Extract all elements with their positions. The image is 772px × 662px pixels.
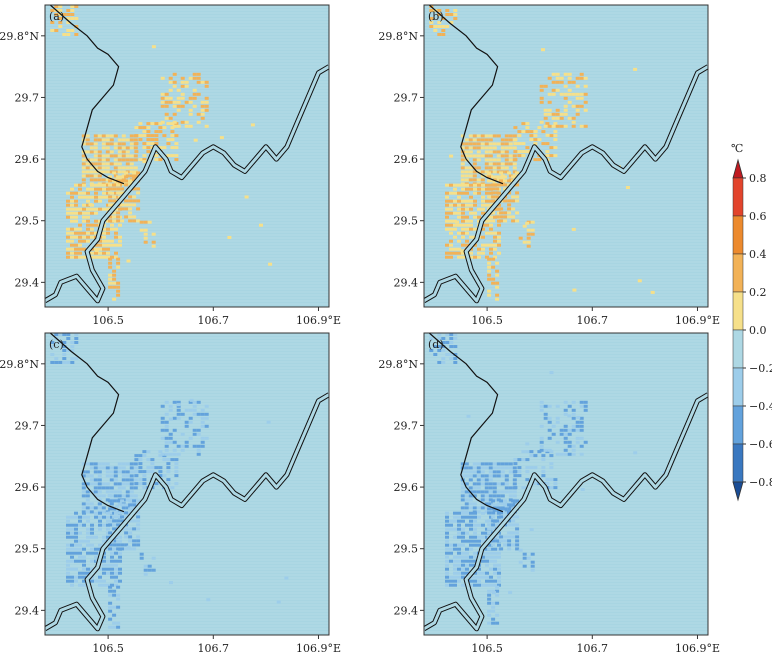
colorbar-tick-label: 0.8 xyxy=(749,172,767,185)
colorbar-tick-label: −0.4 xyxy=(749,400,772,413)
panel-frame xyxy=(44,332,330,636)
colorbar-tick-label: 0.4 xyxy=(749,248,767,261)
y-tick-label: 29.4 xyxy=(394,276,419,289)
y-tick-label: 29.8°N xyxy=(378,30,418,43)
colorbar-tick-label: −0.8 xyxy=(749,476,772,489)
x-tick-label: 106.7 xyxy=(577,642,609,655)
x-tick-label: 106.7 xyxy=(198,314,230,327)
x-tick-label: 106.5 xyxy=(92,642,124,655)
panels: (a) 106.5 106.7 106.9°E 29.4 29.5 29.6 29.7 29.8… xyxy=(0,4,720,655)
panel-label: (c) xyxy=(49,338,64,351)
x-tick-label: 106.9°E xyxy=(296,314,341,327)
panel-label: (b) xyxy=(428,10,444,23)
y-tick-label: 29.5 xyxy=(15,215,40,228)
boundary-line xyxy=(428,5,504,185)
panel-frame xyxy=(44,4,330,308)
colorbar-segment xyxy=(732,329,744,369)
y-tick-label: 29.6 xyxy=(15,481,40,494)
boundary-line xyxy=(49,5,125,185)
colorbar: ℃ 0.8 0.6 0.4 0.2 0.0 −0.2 −0.4 −0.6 −0.8 xyxy=(731,142,772,502)
x-tick-label: 106.9°E xyxy=(296,642,341,655)
y-tick-label: 29.8°N xyxy=(378,358,418,371)
y-tick-label: 29.7 xyxy=(394,419,419,432)
panel-frame xyxy=(423,4,709,308)
panel-label: (d) xyxy=(428,338,444,351)
colorbar-segment xyxy=(732,215,744,255)
y-tick-label: 29.8°N xyxy=(0,30,39,43)
x-tick-label: 106.9°E xyxy=(675,642,720,655)
colorbar-tick-label: 0.6 xyxy=(749,210,767,223)
panel-a: (a) 106.5 106.7 106.9°E 29.4 29.5 29.6 29.7 29.8… xyxy=(0,4,341,327)
colorbar-tick-label: −0.6 xyxy=(749,438,772,451)
y-tick-label: 29.6 xyxy=(15,153,40,166)
y-tick-label: 29.6 xyxy=(394,481,419,494)
colorbar-extend-bottom xyxy=(732,481,744,502)
colorbar-unit: ℃ xyxy=(731,142,743,155)
panel-d: (d) 106.5 106.7 106.9°E 29.4 29.5 29.6 29.7 29.8… xyxy=(378,332,720,655)
panel-b: (b) 106.5 106.7 106.9°E 29.4 29.5 29.6 29.7 29.8… xyxy=(378,4,720,327)
colorbar-tick-label: 0.2 xyxy=(749,286,767,299)
panel-c: (c) 106.5 106.7 106.9°E 29.4 29.5 29.6 29.7 29.8… xyxy=(0,332,341,655)
y-tick-label: 29.7 xyxy=(394,91,419,104)
boundary-line xyxy=(428,333,504,513)
y-tick-label: 29.8°N xyxy=(0,358,39,371)
colorbar-segment xyxy=(732,405,744,445)
colorbar-segment xyxy=(732,443,744,483)
y-tick-label: 29.5 xyxy=(394,215,419,228)
x-tick-label: 106.7 xyxy=(577,314,609,327)
x-tick-label: 106.7 xyxy=(198,642,230,655)
colorbar-segment xyxy=(732,291,744,331)
x-tick-label: 106.5 xyxy=(471,314,503,327)
y-tick-label: 29.7 xyxy=(15,91,40,104)
y-tick-label: 29.4 xyxy=(394,604,419,617)
y-tick-label: 29.7 xyxy=(15,419,40,432)
x-tick-label: 106.5 xyxy=(471,642,503,655)
y-tick-label: 29.4 xyxy=(15,276,40,289)
anomaly-cells xyxy=(429,5,655,301)
panel-frame xyxy=(423,332,709,636)
colorbar-segment xyxy=(732,367,744,407)
colorbar-tick-label: −0.2 xyxy=(749,362,772,375)
y-tick-label: 29.4 xyxy=(15,604,40,617)
anomaly-cells xyxy=(429,333,667,625)
y-tick-label: 29.5 xyxy=(394,543,419,556)
boundary-line xyxy=(49,333,125,513)
colorbar-tick-label: 0.0 xyxy=(749,324,767,337)
colorbar-segment xyxy=(732,253,744,293)
x-tick-label: 106.9°E xyxy=(675,314,720,327)
colorbar-extend-top xyxy=(732,158,744,179)
y-tick-label: 29.6 xyxy=(394,153,419,166)
x-tick-label: 106.5 xyxy=(92,314,124,327)
y-tick-label: 29.5 xyxy=(15,543,40,556)
colorbar-segment xyxy=(732,177,744,217)
panel-label: (a) xyxy=(49,10,64,23)
